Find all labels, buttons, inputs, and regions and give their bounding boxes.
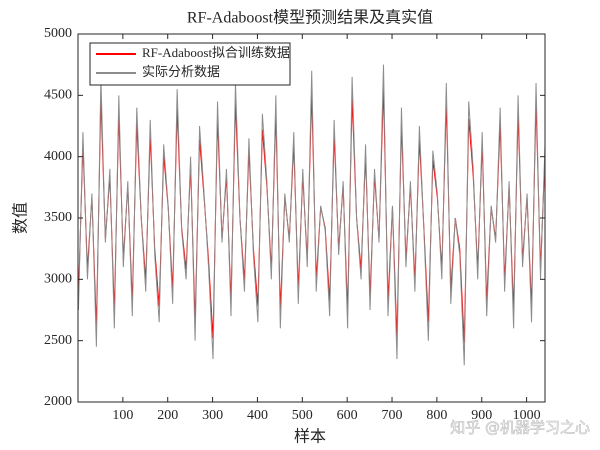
x-tick-label: 600	[337, 408, 358, 423]
x-tick-label: 1000	[513, 408, 541, 423]
x-tick-label: 100	[112, 408, 133, 423]
legend-label: 实际分析数据	[142, 64, 220, 79]
x-tick-label: 800	[426, 408, 447, 423]
x-tick-label: 200	[157, 408, 178, 423]
x-tick-label: 400	[247, 408, 268, 423]
x-tick-label: 700	[382, 408, 403, 423]
x-tick-label: 900	[471, 408, 492, 423]
y-tick-label: 4500	[44, 88, 72, 103]
y-tick-label: 3500	[44, 210, 72, 225]
y-axis-label: 数值	[12, 202, 30, 234]
x-tick-label: 500	[292, 408, 313, 423]
x-tick-label: 300	[202, 408, 223, 423]
legend-box	[89, 42, 291, 86]
y-tick-label: 3000	[44, 272, 72, 287]
y-tick-label: 4000	[44, 149, 72, 164]
y-tick-label: 5000	[44, 26, 72, 41]
data-line	[77, 64, 546, 366]
chart-title: RF-Adaboost模型预测结果及真实值	[187, 9, 433, 27]
x-axis-label: 样本	[294, 428, 326, 446]
y-tick-label: 2500	[44, 333, 72, 348]
legend-label: RF-Adaboost拟合训练数据	[142, 45, 290, 60]
watermark: 知乎 @机器学习之心	[450, 419, 590, 437]
y-tick-label: 2000	[44, 394, 72, 409]
